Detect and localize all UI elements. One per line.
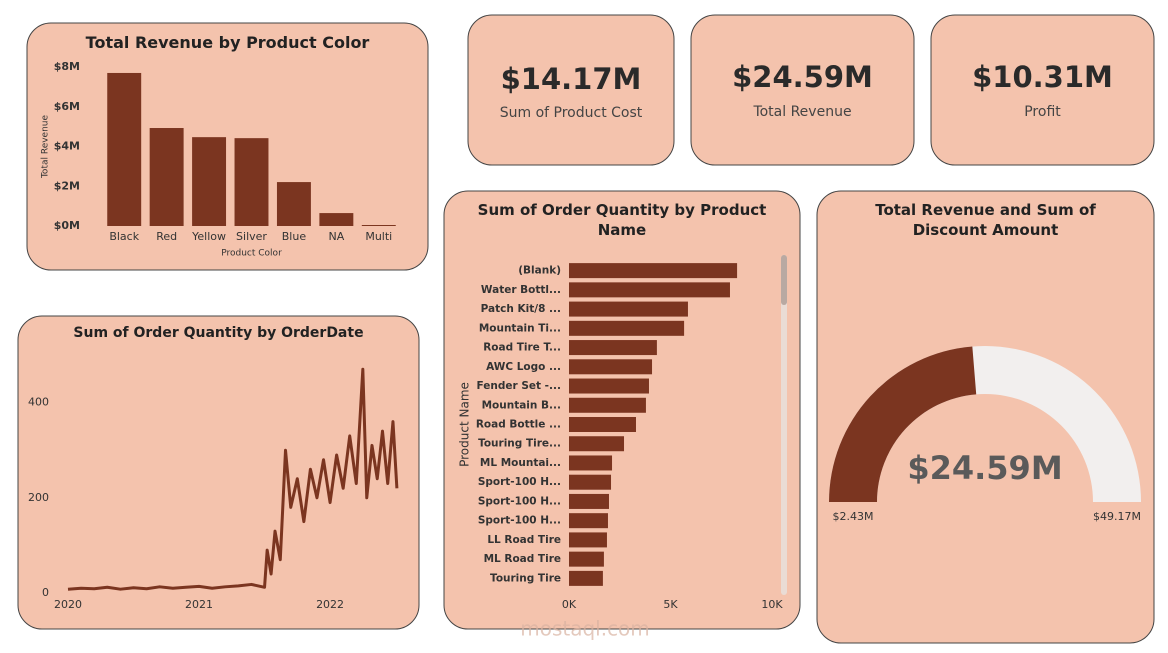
y-tick-label: 400 bbox=[28, 396, 49, 409]
gauge-min: $2.43M bbox=[833, 510, 874, 523]
y-tick-label: $8M bbox=[54, 60, 80, 73]
panel bbox=[467, 14, 675, 166]
line bbox=[67, 367, 399, 591]
kpi-value: $24.59M bbox=[732, 60, 873, 94]
bar bbox=[569, 474, 612, 490]
x-tick-label: 10K bbox=[761, 598, 783, 611]
y-tick-label: $2M bbox=[54, 179, 80, 192]
bar bbox=[569, 263, 738, 279]
x-tick-label: Silver bbox=[236, 230, 267, 243]
kpi-label: Total Revenue bbox=[753, 104, 852, 120]
kpi-value: $10.31M bbox=[972, 60, 1113, 94]
y-tick-label: ML Road Tire bbox=[484, 553, 561, 565]
bar bbox=[569, 320, 685, 336]
y-tick-label: AWC Logo ... bbox=[486, 361, 561, 373]
x-tick-label: Blue bbox=[282, 230, 307, 243]
y-tick-label: Road Tire T... bbox=[483, 342, 561, 354]
y-tick-label: Touring Tire... bbox=[478, 438, 561, 450]
kpi-label: Profit bbox=[1024, 104, 1061, 120]
bar bbox=[569, 551, 604, 567]
x-tick-label: Multi bbox=[365, 230, 392, 243]
x-tick-label: Yellow bbox=[191, 230, 226, 243]
bar bbox=[569, 532, 607, 548]
bar bbox=[569, 436, 625, 452]
x-tick-label: 5K bbox=[663, 598, 678, 611]
chart-title: Sum of Order Quantity by Product Name bbox=[477, 201, 767, 239]
gauge-max: $49.17M bbox=[1093, 510, 1141, 523]
gauge-label: $24.59M bbox=[907, 449, 1062, 487]
y-tick-label: Mountain Ti... bbox=[479, 322, 561, 334]
bar bbox=[569, 397, 646, 413]
chart-title: Sum of Order Quantity by OrderDate bbox=[73, 325, 364, 341]
chart-title: Total Revenue and Sum of Discount Amount bbox=[875, 201, 1096, 239]
bar bbox=[569, 301, 688, 317]
y-tick-label: ML Mountai... bbox=[480, 457, 561, 469]
bar bbox=[192, 137, 227, 226]
y-tick-label: 0 bbox=[42, 586, 49, 599]
bar bbox=[569, 493, 609, 509]
x-tick-label: Black bbox=[109, 230, 139, 243]
x-tick-label: 2021 bbox=[185, 598, 213, 611]
y-tick-label: Touring Tire bbox=[490, 572, 561, 584]
panel bbox=[930, 14, 1155, 166]
y-tick-label: $6M bbox=[54, 100, 80, 113]
y-tick-label: $0M bbox=[54, 219, 80, 232]
y-tick-label: Fender Set -... bbox=[477, 380, 562, 392]
bar bbox=[569, 359, 653, 375]
y-tick-label: 200 bbox=[28, 491, 49, 504]
bar bbox=[234, 138, 269, 226]
y-tick-label: Patch Kit/8 ... bbox=[481, 303, 561, 315]
x-tick-label: 2020 bbox=[54, 598, 82, 611]
x-tick-label: NA bbox=[328, 230, 344, 243]
y-tick-label: Sport-100 H... bbox=[478, 495, 561, 507]
bar bbox=[276, 182, 311, 226]
y-tick-label: Mountain B... bbox=[482, 399, 561, 411]
y-tick-label: Road Bottle ... bbox=[476, 419, 561, 431]
panel bbox=[17, 315, 420, 630]
scrollbar-thumb[interactable] bbox=[781, 255, 787, 305]
chart-title: Total Revenue by Product Color bbox=[85, 33, 370, 52]
y-tick-label: Water Bottl... bbox=[481, 284, 561, 296]
y-tick-label: Sport-100 H... bbox=[478, 476, 561, 488]
bar bbox=[319, 213, 354, 226]
gauge-value bbox=[829, 346, 977, 502]
kpi-label: Sum of Product Cost bbox=[499, 105, 643, 121]
watermark: mostaql.com bbox=[520, 617, 650, 641]
x-axis-title: Product Color bbox=[221, 249, 282, 259]
bar bbox=[569, 513, 608, 529]
x-tick-label: 0K bbox=[562, 598, 577, 611]
bar bbox=[569, 340, 657, 356]
bar bbox=[569, 378, 649, 394]
panel bbox=[816, 190, 1155, 644]
bar bbox=[107, 72, 142, 227]
x-tick-label: Red bbox=[156, 230, 177, 243]
bar bbox=[569, 455, 613, 471]
y-tick-label: (Blank) bbox=[518, 265, 561, 277]
kpi-value: $14.17M bbox=[500, 62, 642, 96]
bar bbox=[149, 128, 184, 226]
scrollbar[interactable] bbox=[781, 255, 787, 595]
x-tick-label: 2022 bbox=[316, 598, 344, 611]
bar bbox=[569, 570, 603, 586]
panel bbox=[690, 14, 915, 166]
bar bbox=[569, 282, 730, 298]
bar bbox=[361, 225, 396, 226]
y-tick-label: LL Road Tire bbox=[487, 534, 561, 546]
y-tick-label: $4M bbox=[54, 140, 80, 153]
y-axis-title: Product Name bbox=[458, 382, 472, 467]
bar bbox=[569, 417, 636, 432]
y-tick-label: Sport-100 H... bbox=[478, 515, 561, 527]
y-axis-title: Total Revenue bbox=[41, 115, 51, 180]
